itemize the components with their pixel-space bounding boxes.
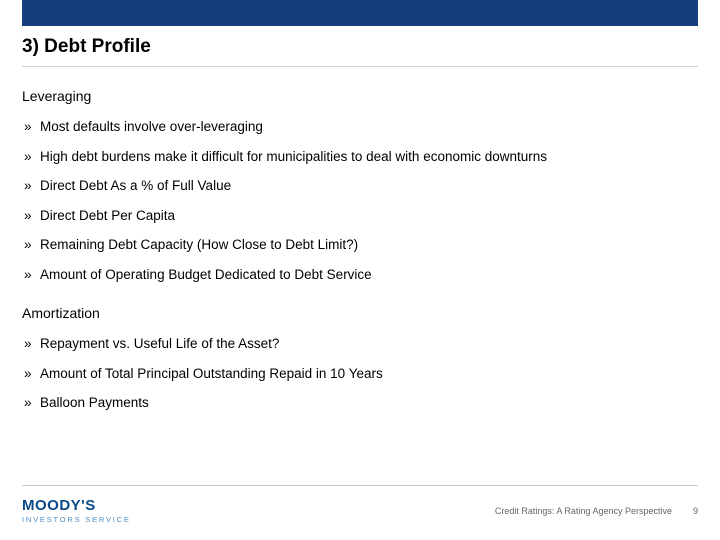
list-item: Balloon Payments: [22, 394, 698, 412]
list-item: High debt burdens make it difficult for …: [22, 148, 698, 166]
logo-sub-text: INVESTORS SERVICE: [22, 515, 131, 524]
brand-logo: MOODY'S INVESTORS SERVICE: [22, 497, 131, 524]
list-item: Amount of Operating Budget Dedicated to …: [22, 266, 698, 284]
list-item: Amount of Total Principal Outstanding Re…: [22, 365, 698, 383]
list-item: Most defaults involve over-leveraging: [22, 118, 698, 136]
content-area: Leveraging Most defaults involve over-le…: [22, 84, 698, 434]
page-number: 9: [693, 506, 698, 516]
section-heading-amortization: Amortization: [22, 305, 698, 321]
list-item: Direct Debt As a % of Full Value: [22, 177, 698, 195]
slide-title: 3) Debt Profile: [22, 36, 151, 58]
list-item: Direct Debt Per Capita: [22, 207, 698, 225]
slide: 3) Debt Profile Leveraging Most defaults…: [0, 0, 720, 540]
title-divider: [22, 66, 698, 67]
top-brand-bar: [22, 0, 698, 26]
list-item: Repayment vs. Useful Life of the Asset?: [22, 335, 698, 353]
logo-main-text: MOODY'S: [22, 497, 131, 514]
bullet-list-amortization: Repayment vs. Useful Life of the Asset? …: [22, 335, 698, 412]
footer-caption: Credit Ratings: A Rating Agency Perspect…: [495, 506, 672, 516]
section-heading-leveraging: Leveraging: [22, 88, 698, 104]
list-item: Remaining Debt Capacity (How Close to De…: [22, 236, 698, 254]
footer-divider: [22, 485, 698, 486]
bullet-list-leveraging: Most defaults involve over-leveraging Hi…: [22, 118, 698, 283]
